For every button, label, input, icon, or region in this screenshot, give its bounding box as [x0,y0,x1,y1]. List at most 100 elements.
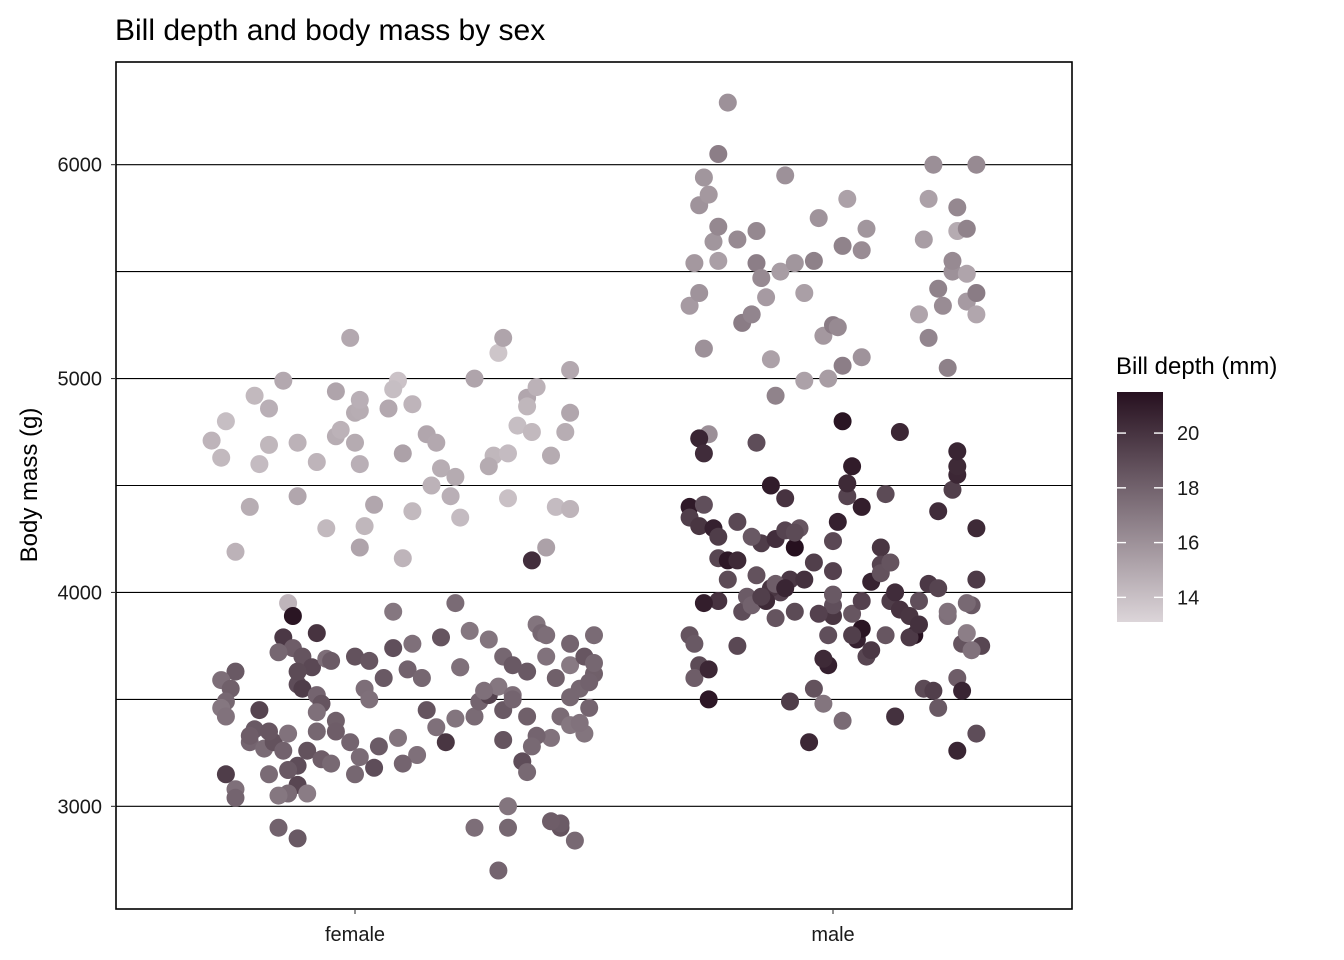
data-point-male [886,583,905,602]
data-point-male [838,474,857,493]
data-point-female [565,831,584,850]
data-point-female [279,761,298,779]
data-point-male [747,254,766,273]
data-point-male [776,579,795,598]
data-point-female [317,519,336,538]
data-point-male [857,219,876,238]
data-point-male [962,641,981,660]
data-point-male [948,457,967,476]
data-point-male [828,512,847,531]
data-point-female [542,446,560,465]
y-axis-ticks: 3000 4000 5000 6000 [58,155,116,818]
data-point-male [943,251,962,270]
data-point-male [833,356,852,375]
data-point-male [929,698,948,717]
data-point-male [910,615,928,634]
data-point-female [240,726,259,745]
data-point-male [967,570,986,589]
data-point-female [393,549,412,568]
data-point-female [326,722,345,741]
data-point-female [446,594,465,613]
data-point-male [699,185,718,204]
data-point-female [408,746,427,764]
data-point-female [384,639,403,658]
data-point-male [852,497,871,516]
data-point-female [202,431,221,450]
data-point-male [752,587,771,606]
data-point-female [499,797,517,816]
data-point-female [465,818,484,837]
data-point-male [919,328,938,347]
data-point-female [331,420,350,439]
data-point-male [771,262,790,281]
data-point-female [346,647,364,666]
data-point-female [546,497,565,516]
data-point-female [250,701,269,720]
data-point-female [508,416,527,435]
data-point-male [761,350,780,369]
data-point-male [728,512,747,531]
data-point-female [260,765,278,784]
data-point-female [499,818,517,837]
data-point-male [819,626,838,645]
data-point-female [465,707,484,726]
data-point-male [938,358,957,377]
data-point-female [240,497,259,516]
data-point-male [699,690,718,709]
data-point-female [350,538,369,557]
data-point-female [303,658,321,677]
data-point-male [957,219,976,238]
data-point-female [542,812,560,831]
data-point-male [709,145,728,163]
y-tick-label: 5000 [58,369,103,391]
data-point-male [742,305,761,324]
data-point-male [929,502,948,521]
data-point-female [585,626,603,645]
data-point-female [503,690,522,709]
data-point-male [709,592,728,610]
data-point-female [556,423,575,441]
data-point-female [326,382,345,401]
data-point-male [967,724,986,743]
legend-tick-label: 18 [1177,478,1199,500]
data-point-male [881,553,900,572]
data-point-female [561,403,580,422]
data-point-female [365,495,384,514]
data-point-female [298,784,317,803]
x-axis-ticks: female male [325,909,855,946]
data-point-male [694,168,713,187]
data-point-male [781,692,799,711]
data-point-female [226,788,245,807]
data-point-female [298,741,317,760]
data-point-male [819,369,838,388]
data-point-male [929,279,948,298]
data-point-female [412,669,431,687]
data-point-male [795,371,814,390]
data-point-male [833,412,852,431]
data-point-female [288,829,307,848]
data-point-male [694,444,713,463]
data-point-male [933,296,952,315]
data-point-male [766,609,785,628]
data-point-male [809,209,828,228]
data-point-female [432,628,450,647]
data-point-female [436,733,455,752]
data-point-male [910,592,928,610]
data-point-male [843,457,862,476]
data-point-male [694,495,713,514]
data-point-female [369,737,388,756]
x-tick-label: female [325,924,385,946]
data-point-male [704,232,723,251]
data-point-male [685,634,704,653]
data-point-female [341,328,360,347]
data-point-female [341,733,360,752]
data-point-male [943,480,962,499]
plot-border [115,61,1073,910]
data-point-male [694,594,713,613]
data-point-female [379,399,398,418]
data-point-female [322,651,341,670]
data-point-male [919,189,938,208]
data-point-female [499,489,517,508]
data-point-male [852,348,871,367]
data-point-male [876,626,895,645]
